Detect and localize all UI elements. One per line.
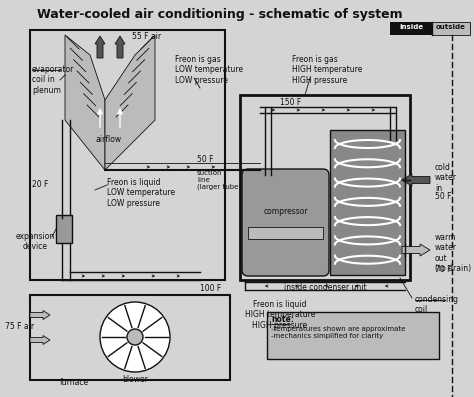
Text: airflow: airflow	[96, 135, 122, 144]
Polygon shape	[65, 35, 105, 170]
FancyArrow shape	[30, 310, 50, 320]
FancyArrow shape	[115, 36, 125, 58]
Text: Freon is liquid
LOW temperature
LOW pressure: Freon is liquid LOW temperature LOW pres…	[107, 178, 175, 208]
Text: 70 F: 70 F	[435, 265, 452, 274]
Bar	[248, 227, 323, 239]
Bar	[30, 30, 225, 280]
Text: 150 F: 150 F	[280, 98, 301, 107]
Text: Freon is liquid
HIGH temperature
HIGH pressure: Freon is liquid HIGH temperature HIGH pr…	[245, 300, 315, 330]
Text: Freon is gas
HIGH temperature
HIGH pressure: Freon is gas HIGH temperature HIGH press…	[292, 55, 363, 85]
Text: evaporator
coil in
plenum: evaporator coil in plenum	[32, 65, 74, 95]
Text: furnace: furnace	[60, 378, 89, 387]
Bar	[240, 95, 410, 280]
Text: suction
line
(larger tube): suction line (larger tube)	[197, 170, 241, 191]
Bar	[30, 295, 230, 380]
FancyArrow shape	[402, 174, 430, 186]
Text: 75 F air: 75 F air	[5, 322, 34, 331]
Text: outside: outside	[436, 24, 466, 30]
Text: 50 F: 50 F	[435, 192, 452, 201]
Text: Freon is gas
LOW temperature
LOW pressure: Freon is gas LOW temperature LOW pressur…	[175, 55, 243, 85]
Bar	[390, 22, 432, 35]
Text: cold
water
in: cold water in	[435, 163, 457, 193]
Text: -temperatures shown are approximate
-mechanics simplified for clarity: -temperatures shown are approximate -mec…	[271, 326, 405, 339]
Text: 55 F air: 55 F air	[132, 32, 161, 41]
FancyBboxPatch shape	[267, 312, 439, 359]
Text: 20 F: 20 F	[32, 180, 48, 189]
FancyArrow shape	[402, 244, 430, 256]
Circle shape	[127, 329, 143, 345]
Text: 100 F: 100 F	[200, 284, 221, 293]
Text: blower: blower	[122, 375, 148, 384]
Text: inside: inside	[399, 24, 423, 30]
Circle shape	[100, 302, 170, 372]
Text: inside condenser unit: inside condenser unit	[283, 283, 366, 292]
FancyBboxPatch shape	[242, 169, 329, 276]
Bar	[432, 22, 470, 35]
Text: 50 F: 50 F	[197, 155, 213, 164]
Bar	[330, 130, 405, 275]
Polygon shape	[105, 35, 155, 170]
FancyArrow shape	[30, 335, 50, 345]
FancyArrow shape	[95, 36, 105, 58]
Text: note:: note:	[271, 315, 294, 324]
Text: Water-cooled air conditioning - schematic of system: Water-cooled air conditioning - schemati…	[37, 8, 403, 21]
Text: compressor: compressor	[263, 206, 308, 216]
Text: condensing
coil: condensing coil	[415, 295, 459, 314]
Text: expansion
device: expansion device	[15, 232, 55, 251]
Bar	[56, 215, 72, 243]
Text: warm
water
out
(to drain): warm water out (to drain)	[435, 233, 471, 273]
